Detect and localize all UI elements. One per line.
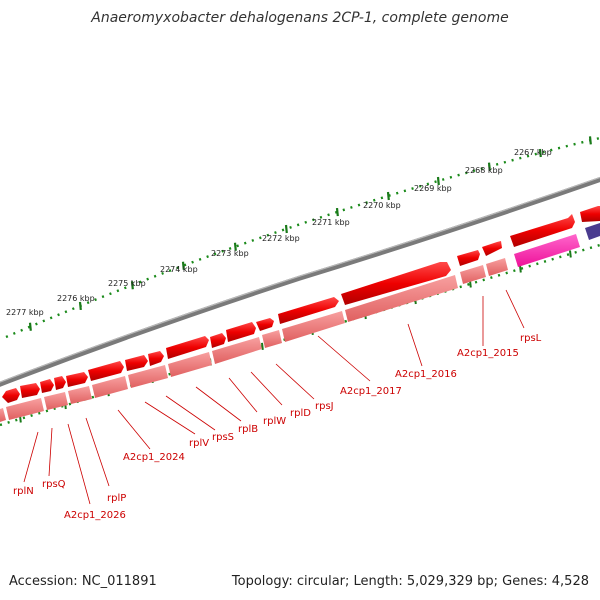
tick-mark [519, 265, 522, 273]
gene-arrow [510, 214, 575, 247]
gene-arrow [2, 388, 20, 403]
tick-mark [335, 207, 339, 217]
tick-mark [78, 301, 82, 311]
kbp-label: 2267 kbp [514, 148, 552, 157]
gene-labels: rpsL A2cp1_2015 A2cp1_2016 A2cp1_2017 rp… [13, 333, 542, 521]
gene-track-bottom [0, 223, 600, 422]
tick-mark [233, 242, 237, 251]
gene-label-rplB: rplB [238, 424, 258, 435]
gene-label-a2cp1-2015: A2cp1_2015 [457, 348, 519, 359]
kbp-label: 2268 kbp [465, 166, 503, 175]
ruler-major-ticks [28, 136, 592, 331]
gene-label-rplP: rplP [107, 493, 126, 504]
tick-mark [130, 281, 134, 290]
ruler-kbp-labels: 2267 kbp 2268 kbp 2269 kbp 2270 kbp 2271… [6, 148, 552, 317]
gene-label-rplD: rplD [290, 408, 311, 419]
gene-label-rpsJ: rpsJ [315, 401, 334, 412]
gene-box [262, 330, 282, 348]
gene-arrow [482, 241, 502, 256]
gene-arrow [40, 379, 54, 393]
page-title: Anaeromyxobacter dehalogenans 2CP-1, com… [91, 10, 509, 26]
genome-backbone-highlight [0, 176, 600, 383]
gene-label-rplW: rplW [263, 416, 286, 427]
gene-box [92, 376, 128, 398]
gene-arrow [54, 376, 66, 390]
gene-arrow [148, 351, 164, 366]
tick-mark [487, 162, 491, 171]
kbp-label: 2273 kbp [211, 249, 249, 258]
gene-box [212, 337, 262, 364]
gene-label-rpsS: rpsS [212, 432, 234, 443]
gene-arrow [580, 206, 600, 222]
gene-box [168, 352, 212, 377]
gene-arrow [457, 250, 480, 266]
gene-label-a2cp1-2026: A2cp1_2026 [64, 510, 126, 521]
gene-box [486, 258, 508, 276]
gene-arrow [166, 336, 209, 359]
kbp-label: 2269 kbp [414, 184, 452, 193]
kbp-label: 2270 kbp [363, 201, 401, 210]
gene-box [345, 275, 458, 322]
gene-label-a2cp1-2017: A2cp1_2017 [340, 386, 402, 397]
accession-text: Accession: NC_011891 [9, 574, 157, 589]
gene-label-rpsL: rpsL [520, 333, 542, 344]
gene-arrow [20, 383, 40, 398]
gene-label-rpsQ: rpsQ [42, 479, 66, 490]
gene-arrow [278, 297, 339, 324]
gene-box [460, 265, 486, 284]
gene-arrow [210, 333, 226, 348]
tick-mark [588, 136, 592, 145]
tick-mark [284, 224, 288, 234]
tick-mark [569, 250, 572, 258]
gene-box [68, 386, 92, 404]
gene-box-other [585, 223, 600, 240]
kbp-label: 2275 kbp [108, 279, 146, 288]
kbp-label: 2271 kbp [312, 218, 350, 227]
ruler-dotted-line [5, 136, 600, 339]
gene-arrow [88, 361, 124, 381]
gene-arrow [226, 322, 256, 342]
gene-box [128, 365, 168, 388]
genome-backbone [0, 176, 600, 387]
gene-box [0, 408, 6, 422]
kbp-label: 2272 kbp [262, 234, 300, 243]
tick-mark [436, 176, 440, 186]
gene-label-rplN: rplN [13, 486, 34, 497]
tick-mark [181, 261, 185, 270]
kbp-label: 2274 kbp [160, 265, 198, 274]
gene-label-a2cp1-2024: A2cp1_2024 [123, 452, 185, 463]
gene-label-rplV: rplV [189, 438, 209, 449]
kbp-label: 2277 kbp [6, 308, 44, 317]
tick-mark [28, 322, 32, 331]
gene-leader-lines [23, 289, 525, 505]
gene-box [6, 398, 44, 420]
gene-box-rna [514, 234, 580, 267]
gene-track-top [2, 206, 600, 403]
gene-arrow [256, 318, 274, 331]
genome-summary-text: Topology: circular; Length: 5,029,329 bp… [231, 574, 589, 589]
kbp-label: 2276 kbp [57, 294, 95, 303]
gene-arrow [125, 355, 148, 371]
tick-mark [386, 191, 390, 201]
gene-arrow [341, 262, 451, 305]
tick-mark [538, 148, 542, 158]
gene-box [282, 311, 345, 342]
gene-arrow [66, 372, 88, 387]
gene-box [44, 392, 68, 410]
tick-mark [261, 342, 264, 351]
gene-label-a2cp1-2016: A2cp1_2016 [395, 369, 457, 380]
